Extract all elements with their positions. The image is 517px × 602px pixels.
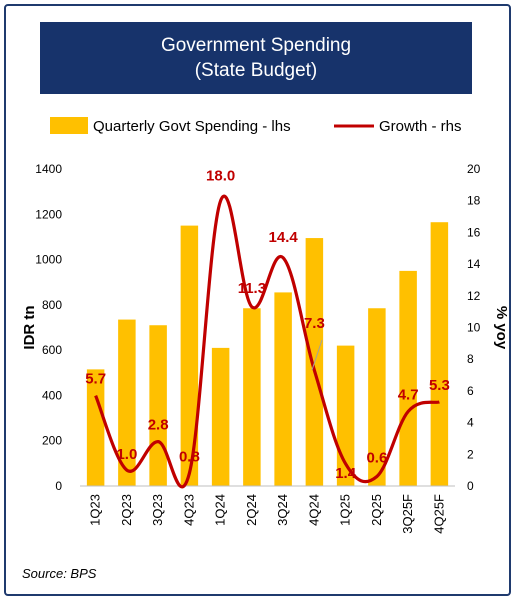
growth-label-3Q23: 2.8 <box>148 417 169 434</box>
growth-label-1Q24: 18.0 <box>206 168 235 185</box>
bar-1Q25 <box>336 345 355 486</box>
bar-1Q23 <box>86 369 105 486</box>
bar-1Q24 <box>211 347 230 486</box>
growth-label-2Q23: 1.0 <box>116 446 137 463</box>
bar-3Q23 <box>149 325 167 486</box>
bar-2Q23 <box>118 319 136 486</box>
growth-label-3Q24: 14.4 <box>269 229 299 246</box>
x-tick-label-2Q25: 2Q25 <box>369 494 384 526</box>
growth-label-1Q25: 1.4 <box>335 465 357 482</box>
right-tick-label: 16 <box>467 225 481 239</box>
right-tick-label: 4 <box>467 416 474 430</box>
label-leader-line <box>311 339 323 371</box>
right-tick-label: 8 <box>467 352 474 366</box>
right-tick-label: 12 <box>467 289 481 303</box>
right-tick-label: 0 <box>467 479 474 493</box>
left-tick-label: 600 <box>42 343 62 357</box>
growth-label-2Q24: 11.3 <box>238 280 266 297</box>
left-tick-label: 1400 <box>35 162 62 176</box>
x-tick-label-4Q24: 4Q24 <box>306 494 321 526</box>
growth-label-1Q23: 5.7 <box>85 371 106 388</box>
x-tick-label-1Q25: 1Q25 <box>338 494 353 526</box>
chart-subtitle: (State Budget) <box>194 60 318 81</box>
bar-2Q24 <box>243 308 261 486</box>
left-tick-label: 400 <box>42 388 62 402</box>
x-tick-label-1Q24: 1Q24 <box>213 494 228 526</box>
legend-bar-swatch <box>50 117 88 134</box>
x-tick-label-2Q23: 2Q23 <box>119 494 134 526</box>
chart-title: Government Spending <box>160 35 352 56</box>
right-tick-label: 18 <box>467 194 481 208</box>
x-tick-label-4Q25F: 4Q25F <box>431 494 446 534</box>
x-tick-label-3Q24: 3Q24 <box>275 494 290 526</box>
growth-label-2Q25: 0.6 <box>366 449 387 466</box>
left-tick-label: 1200 <box>35 207 62 221</box>
chart-frame <box>4 4 511 596</box>
right-axis-title: % yoy <box>493 306 510 350</box>
left-tick-label: 1000 <box>35 253 62 267</box>
x-tick-label-3Q23: 3Q23 <box>150 494 165 526</box>
bar-4Q23 <box>180 225 199 486</box>
x-tick-label-1Q23: 1Q23 <box>88 494 103 526</box>
growth-label-4Q25F: 5.3 <box>429 377 450 394</box>
bar-2Q25 <box>368 308 386 486</box>
right-tick-label: 6 <box>467 384 474 398</box>
chart-title-box: Government Spending (State Budget) <box>40 22 472 94</box>
left-axis-title: IDR tn <box>21 305 38 349</box>
x-tick-label-4Q23: 4Q23 <box>181 494 196 526</box>
growth-label-4Q23: 0.8 <box>179 448 200 465</box>
growth-line <box>94 194 440 489</box>
right-tick-label: 20 <box>467 162 481 176</box>
bar-4Q25F <box>430 222 449 487</box>
legend-line-label: Growth - rhs <box>379 118 462 135</box>
legend-bar-label: Quarterly Govt Spending - lhs <box>93 118 291 135</box>
left-tick-label: 200 <box>42 434 62 448</box>
right-tick-label: 10 <box>467 321 481 335</box>
x-tick-label-2Q24: 2Q24 <box>244 494 259 526</box>
left-tick-label: 800 <box>42 298 62 312</box>
right-tick-label: 14 <box>467 257 481 271</box>
x-tick-label-3Q25F: 3Q25F <box>400 494 415 534</box>
bar-3Q25F <box>399 270 417 486</box>
right-tick-label: 2 <box>467 447 474 461</box>
growth-label-3Q25F: 4.7 <box>398 387 419 404</box>
growth-label-4Q24: 7.3 <box>304 315 325 332</box>
bar-3Q24 <box>274 292 292 486</box>
left-tick-label: 0 <box>55 479 62 493</box>
source-note: Source: BPS <box>22 566 97 581</box>
